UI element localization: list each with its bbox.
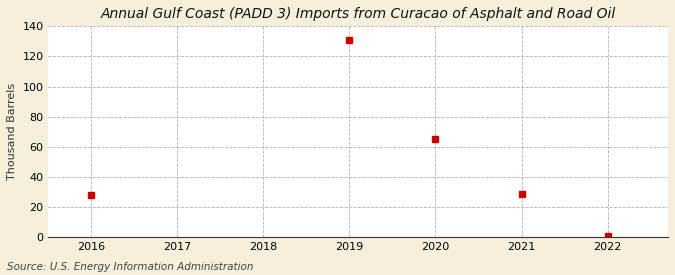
Y-axis label: Thousand Barrels: Thousand Barrels (7, 83, 17, 180)
Title: Annual Gulf Coast (PADD 3) Imports from Curacao of Asphalt and Road Oil: Annual Gulf Coast (PADD 3) Imports from … (101, 7, 616, 21)
Text: Source: U.S. Energy Information Administration: Source: U.S. Energy Information Administ… (7, 262, 253, 272)
